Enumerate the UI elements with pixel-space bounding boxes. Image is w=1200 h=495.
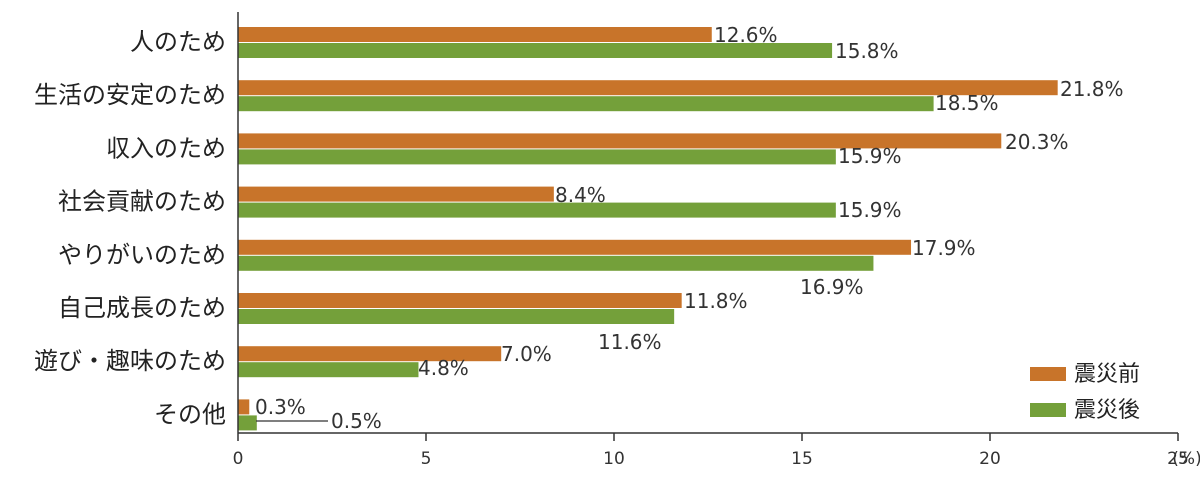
bar-after	[238, 149, 836, 165]
category-label: 生活の安定のため	[34, 81, 226, 109]
bar-before	[238, 27, 712, 42]
value-label-after: 11.6%	[598, 330, 662, 354]
value-label-after: 15.8%	[835, 39, 899, 63]
value-label-before: 7.0%	[501, 342, 552, 366]
category-label: 自己成長のため	[58, 294, 226, 322]
value-label-after: 18.5%	[935, 91, 999, 115]
x-tick-label: 10	[603, 449, 625, 469]
legend-swatch-after	[1030, 403, 1066, 417]
bar-after	[238, 202, 836, 218]
value-label-before: 11.8%	[684, 289, 748, 313]
value-label-after: 0.5%	[331, 409, 382, 433]
category-label: 人のため	[130, 28, 226, 56]
x-tick-label: 25	[1167, 449, 1189, 469]
legend-label-after: 震災後	[1074, 398, 1140, 423]
x-axis-unit: (%)	[1172, 449, 1200, 469]
value-label-before: 0.3%	[255, 395, 306, 419]
bar-before	[238, 80, 1058, 96]
bars	[238, 27, 1058, 431]
value-label-before: 20.3%	[1005, 130, 1069, 154]
value-label-before: 12.6%	[714, 23, 778, 47]
value-label-before: 21.8%	[1060, 77, 1124, 101]
bar-after	[238, 43, 833, 58]
value-label-after: 16.9%	[800, 275, 864, 299]
bar-before	[238, 186, 554, 202]
value-label-before: 17.9%	[912, 236, 976, 260]
bar-after	[238, 362, 419, 378]
value-label-after: 15.9%	[838, 144, 902, 168]
bar-after	[238, 255, 874, 271]
value-label-before: 8.4%	[555, 183, 606, 207]
legend-swatch-before	[1030, 367, 1066, 381]
value-label-after: 15.9%	[838, 198, 902, 222]
x-tick-label: 15	[791, 449, 813, 469]
bar-after	[238, 415, 257, 431]
category-label: 社会貢献のため	[58, 188, 226, 216]
x-tick-label: 20	[979, 449, 1001, 469]
x-tick-label: 5	[421, 449, 432, 469]
x-tick-label: 0	[233, 449, 244, 469]
bar-after	[238, 309, 675, 324]
category-label: 収入のため	[106, 134, 226, 162]
category-label: やりがいのため	[58, 241, 226, 269]
bar-before	[238, 239, 912, 255]
value-labels: 12.6% 21.8% 20.3% 8.4% 17.9% 11.8% 7.0% 0.3% 15.…	[255, 23, 1124, 433]
value-label-after: 4.8%	[418, 356, 469, 380]
bar-after	[238, 96, 934, 112]
legend-label-before: 震災前	[1074, 362, 1140, 387]
bar-before	[238, 399, 250, 415]
bar-before	[238, 346, 502, 362]
category-label: その他	[154, 400, 226, 428]
x-axis: 0 5 10 15 20 25(%)	[233, 12, 1200, 469]
category-label: 遊び・趣味のため	[34, 347, 226, 375]
bar-before	[238, 293, 682, 308]
bar-before	[238, 133, 1002, 149]
category-labels: 人のため生活の安定のため収入のため社会貢献のためやりがいのため自己成長のため遊び…	[34, 28, 226, 428]
